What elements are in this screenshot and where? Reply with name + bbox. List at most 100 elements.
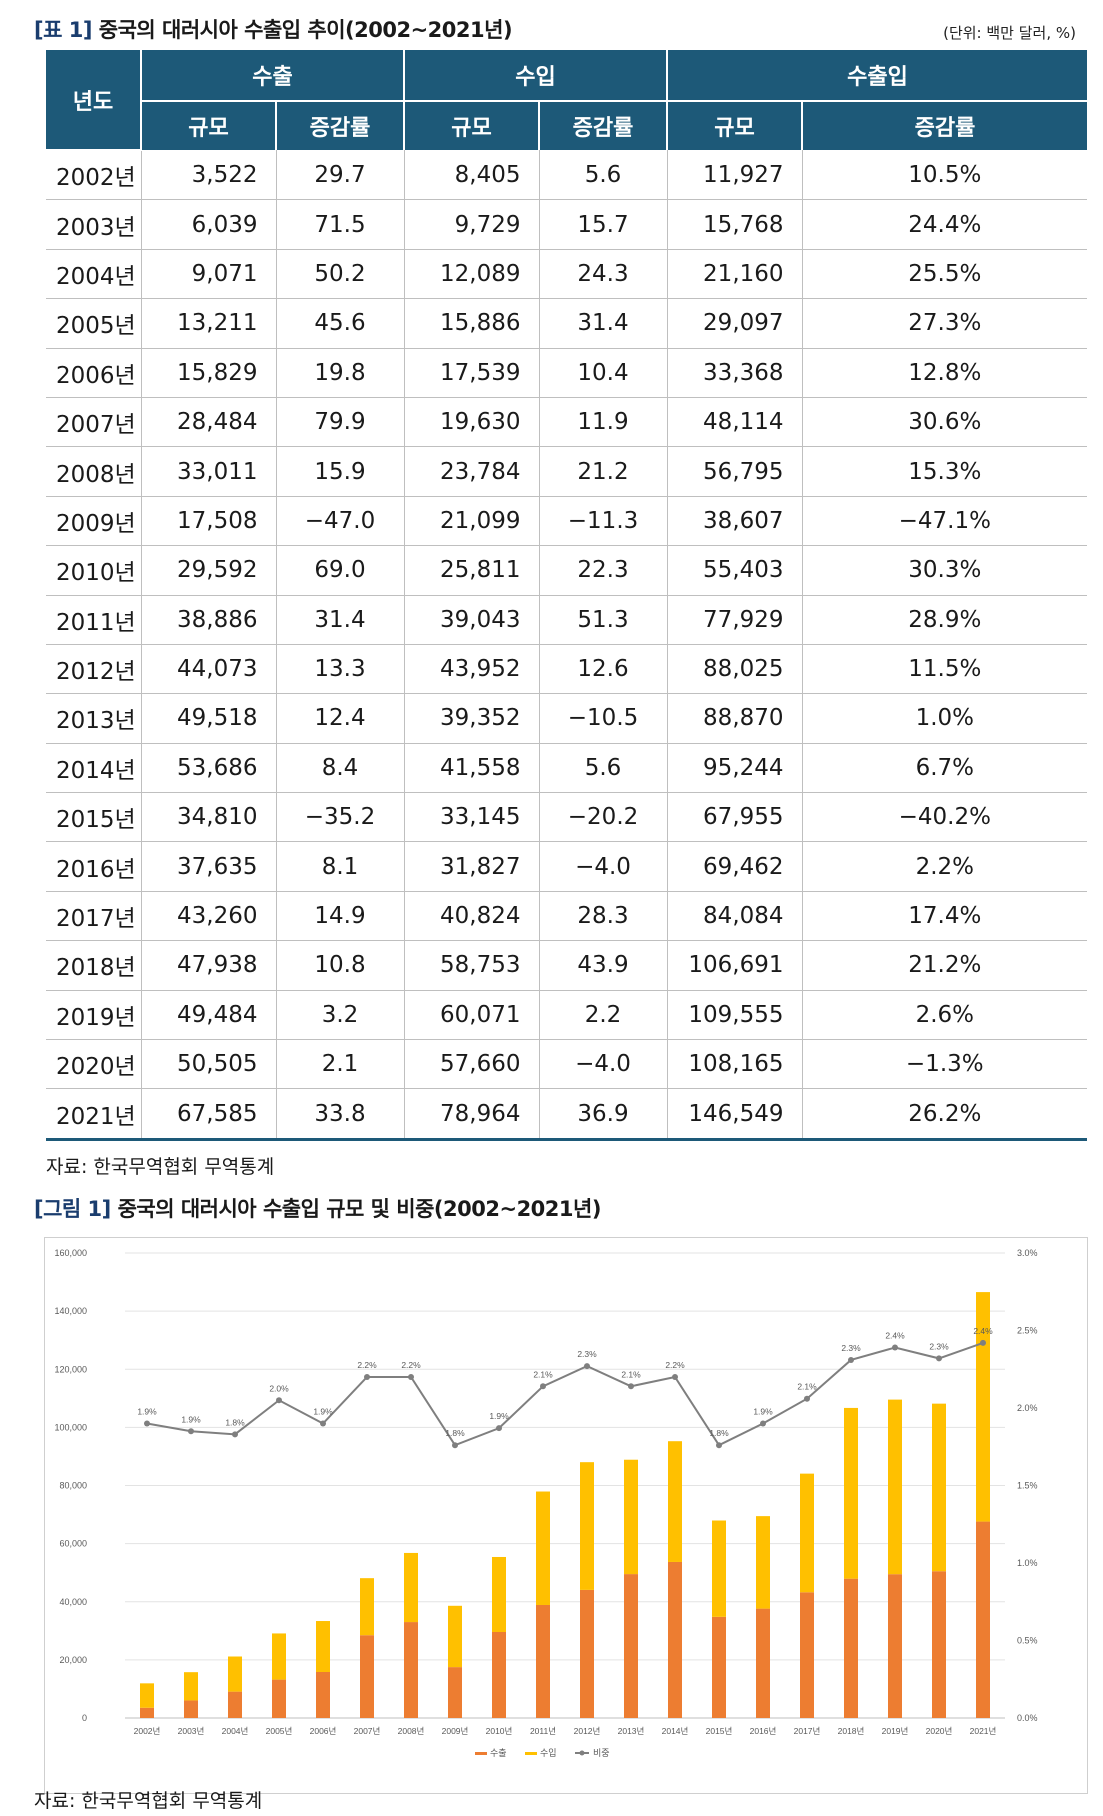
table-unit: (단위: 백만 달러, %) xyxy=(943,24,1076,42)
y-tick-label-left: 140,000 xyxy=(54,1306,87,1316)
bar-import xyxy=(448,1605,462,1668)
table-row: 2014년 53,686 8.4 41,558 5.6 95,244 6.7% xyxy=(46,743,1088,794)
value-cell: 38,886 xyxy=(141,595,277,645)
bar-export xyxy=(228,1691,242,1718)
table-row: 2008년 33,011 15.9 23,784 21.2 56,795 15.3% xyxy=(46,446,1088,497)
share-point xyxy=(672,1374,678,1380)
x-tick-label: 2012년 xyxy=(574,1726,601,1736)
rate-cell: 15.3% xyxy=(802,446,1088,497)
x-tick-label: 2020년 xyxy=(926,1726,953,1736)
share-point xyxy=(584,1363,590,1370)
table-header: [표 1] 중국의 대러시아 수출입 추이(2002~2021년) (단위: 백… xyxy=(34,8,1084,48)
share-point xyxy=(320,1420,326,1427)
rate-cell: 45.6 xyxy=(276,298,405,349)
table-row: 2006년 15,829 19.8 17,539 10.4 33,368 12.8% xyxy=(46,348,1088,398)
figure-source: 자료: 한국무역협회 무역통계 xyxy=(34,1790,263,1812)
rate-cell: 3.2 xyxy=(276,990,405,1041)
bar-import xyxy=(360,1578,374,1636)
value-cell: 55,403 xyxy=(667,545,803,596)
value-cell: 57,660 xyxy=(404,1039,540,1090)
y-tick-label-left: 120,000 xyxy=(54,1364,87,1374)
share-point xyxy=(980,1339,986,1346)
x-tick-label: 2007년 xyxy=(354,1726,381,1736)
share-point xyxy=(496,1425,502,1432)
trade-chart: 0 20,000 40,000 60,000 80,000 100,000 120,000 1… xyxy=(54,1248,1038,1758)
bar-import xyxy=(140,1683,154,1708)
year-cell: 2011년 xyxy=(46,595,142,645)
share-point xyxy=(892,1344,898,1351)
bar-export xyxy=(536,1604,550,1718)
share-point xyxy=(408,1374,414,1380)
share-label: 2.2% xyxy=(357,1360,377,1370)
header-group-export: 수출 xyxy=(141,50,406,102)
share-label: 2.3% xyxy=(841,1343,861,1353)
value-cell: 106,691 xyxy=(667,940,803,991)
x-tick-label: 2004년 xyxy=(222,1726,249,1736)
year-cell: 2009년 xyxy=(46,496,142,547)
bar-export xyxy=(756,1608,770,1718)
bar-export xyxy=(492,1631,506,1718)
share-point xyxy=(540,1383,546,1390)
bar-export xyxy=(404,1622,418,1718)
share-point xyxy=(452,1442,458,1449)
year-cell: 2015년 xyxy=(46,792,142,843)
y-tick-label-right: 3.0% xyxy=(1017,1248,1038,1258)
share-label: 2.4% xyxy=(885,1331,905,1341)
value-cell: 19,630 xyxy=(404,397,540,448)
rate-cell: 2.2 xyxy=(539,990,668,1041)
year-cell: 2020년 xyxy=(46,1039,142,1090)
value-cell: 37,635 xyxy=(141,841,277,892)
legend-marker-share xyxy=(579,1750,585,1756)
rate-cell: 1.0% xyxy=(802,693,1088,744)
rate-cell: 8.4 xyxy=(276,743,405,794)
rate-cell: 12.4 xyxy=(276,693,405,744)
table-row: 2016년 37,635 8.1 31,827 −4.0 69,462 2.2% xyxy=(46,841,1088,892)
rate-cell: 29.7 xyxy=(276,150,405,201)
year-cell: 2005년 xyxy=(46,298,142,349)
rate-cell: 10.5% xyxy=(802,150,1088,201)
value-cell: 15,829 xyxy=(141,348,277,398)
x-tick-label: 2010년 xyxy=(486,1726,513,1736)
value-cell: 38,607 xyxy=(667,496,803,547)
x-tick-label: 2015년 xyxy=(706,1726,733,1736)
value-cell: 109,555 xyxy=(667,990,803,1041)
bar-export xyxy=(712,1616,726,1718)
value-cell: 9,071 xyxy=(141,249,277,300)
share-point xyxy=(232,1431,238,1438)
bar-export xyxy=(668,1561,682,1718)
bar-export xyxy=(888,1574,902,1718)
rate-cell: 2.1 xyxy=(276,1039,405,1090)
share-label: 2.0% xyxy=(269,1383,289,1393)
rate-cell: 31.4 xyxy=(539,298,668,349)
figure-title: [그림 1] 중국의 대러시아 수출입 규모 및 비중(2002~2021년) xyxy=(34,1193,601,1223)
bar-export xyxy=(844,1578,858,1718)
year-cell: 2014년 xyxy=(46,743,142,794)
share-label: 1.8% xyxy=(709,1428,729,1438)
bar-import xyxy=(800,1473,814,1593)
value-cell: 69,462 xyxy=(667,841,803,892)
year-cell: 2021년 xyxy=(46,1088,142,1141)
legend-label-share: 비중 xyxy=(593,1748,610,1758)
table-source: 자료: 한국무역협회 무역통계 xyxy=(46,1156,275,1178)
value-cell: 31,827 xyxy=(404,841,540,892)
rate-cell: 8.1 xyxy=(276,841,405,892)
value-cell: 88,025 xyxy=(667,644,803,695)
rate-cell: 15.9 xyxy=(276,446,405,497)
y-tick-label-right: 2.0% xyxy=(1017,1403,1038,1413)
rate-cell: 30.3% xyxy=(802,545,1088,596)
bar-import xyxy=(492,1556,506,1632)
y-tick-label-left: 20,000 xyxy=(59,1655,87,1665)
rate-cell: 10.4 xyxy=(539,348,668,398)
value-cell: 12,089 xyxy=(404,249,540,300)
value-cell: 29,592 xyxy=(141,545,277,596)
value-cell: 39,352 xyxy=(404,693,540,744)
bar-export xyxy=(932,1571,946,1718)
value-cell: 49,518 xyxy=(141,693,277,744)
bar-import xyxy=(316,1621,330,1672)
value-cell: 44,073 xyxy=(141,644,277,695)
year-cell: 2019년 xyxy=(46,990,142,1041)
share-label: 1.8% xyxy=(445,1428,465,1438)
value-cell: 146,549 xyxy=(667,1088,803,1141)
value-cell: 39,043 xyxy=(404,595,540,645)
bar-import xyxy=(668,1441,682,1562)
